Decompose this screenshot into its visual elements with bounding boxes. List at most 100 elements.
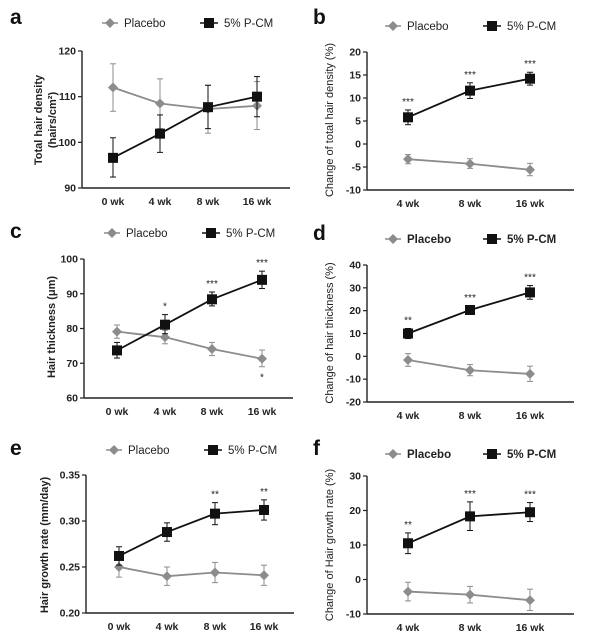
x-tick-label: 16 wk — [243, 196, 272, 208]
legend-label-pcm: 5% P-CM — [507, 21, 556, 33]
data-point — [162, 571, 172, 582]
significance-marker: *** — [524, 490, 536, 501]
legend-pcm-marker — [487, 234, 497, 244]
legend-pcm-marker — [206, 228, 216, 238]
legend: Placebo 5% P-CM — [385, 21, 556, 33]
x-tick-label: 4 wk — [156, 621, 179, 633]
series-placebo — [108, 63, 262, 134]
significance-marker: *** — [464, 70, 476, 81]
data-point — [465, 85, 475, 96]
series-placebo — [403, 154, 535, 177]
data-point — [155, 98, 165, 109]
y-tick-label: 0.30 — [60, 516, 81, 528]
data-point — [257, 274, 267, 285]
y-axis-title: Hair thickness (μm) — [46, 276, 58, 378]
data-point — [252, 91, 262, 102]
data-point — [525, 595, 535, 606]
y-tick-label: 0 — [355, 574, 361, 586]
data-point — [525, 507, 535, 518]
significance-marker: *** — [464, 489, 476, 500]
significance-marker: ** — [404, 520, 412, 531]
x-tick-label: 8 wk — [201, 406, 224, 418]
legend-label-placebo: Placebo — [407, 21, 449, 33]
x-tick-label: 8 wk — [459, 198, 482, 210]
y-tick-label: -10 — [346, 609, 361, 621]
series-line — [116, 279, 263, 352]
data-point — [403, 586, 413, 597]
y-tick-label: 15 — [349, 70, 361, 82]
data-point — [403, 538, 413, 549]
legend-placebo-marker — [105, 18, 115, 28]
panel-letter: c — [10, 220, 22, 243]
significance-marker: *** — [206, 279, 218, 290]
series-line — [118, 509, 265, 557]
significance-marker: *** — [524, 59, 536, 70]
y-tick-label: -5 — [352, 162, 361, 174]
legend-label-pcm: 5% P-CM — [507, 449, 556, 461]
y-tick-label: 5 — [355, 116, 361, 128]
series-line — [118, 566, 265, 578]
x-tick-label: 0 wk — [108, 621, 131, 633]
x-tick-label: 16 wk — [516, 198, 545, 210]
y-tick-label: 0.35 — [60, 470, 81, 482]
data-point — [203, 102, 213, 113]
panel-letter: a — [10, 6, 22, 29]
y-tick-label: 40 — [349, 260, 361, 272]
series-line — [112, 86, 258, 110]
series-pcm: ** ** — [114, 487, 269, 566]
y-tick-label: 60 — [66, 393, 78, 405]
y-tick-label: 20 — [349, 505, 361, 517]
x-tick-label: 8 wk — [204, 621, 227, 633]
legend-placebo-marker — [388, 21, 398, 31]
y-tick-label: 30 — [349, 282, 361, 294]
legend-label-placebo: Placebo — [407, 234, 451, 246]
data-point — [108, 82, 118, 93]
series-line — [116, 330, 263, 360]
significance-marker: *** — [464, 293, 476, 304]
panel-c: c Placebo 5% P-CM 60 70 80 90 100 0 wk 4 wk 8 wk 16… — [10, 220, 293, 418]
series-placebo — [403, 581, 535, 612]
y-tick-label: 0.20 — [60, 608, 81, 620]
legend-label-placebo: Placebo — [126, 228, 168, 240]
data-point — [210, 567, 220, 578]
significance-marker: ** — [211, 490, 219, 501]
significance-marker: ** — [260, 487, 268, 498]
y-axis-title: (hairs/cm²) — [47, 92, 59, 149]
data-point — [210, 508, 220, 519]
series-pcm: ******** — [403, 273, 536, 340]
legend-label-pcm: 5% P-CM — [224, 18, 273, 30]
data-point — [162, 527, 172, 538]
x-tick-label: 0 wk — [106, 406, 129, 418]
series-pcm: ******** — [403, 489, 536, 555]
data-point — [114, 550, 124, 561]
y-axis-title: Change of Hair growth rate (%) — [324, 469, 336, 621]
y-tick-label: 90 — [64, 183, 76, 195]
x-tick-label: 8 wk — [459, 622, 482, 634]
legend-label-placebo: Placebo — [128, 445, 170, 457]
data-point — [155, 128, 165, 139]
panel-a: a Placebo 5% P-CM 90 100 110 120 0 wk 4 wk 8 wk 16… — [10, 6, 290, 208]
x-tick-label: 16 wk — [248, 406, 277, 418]
x-tick-label: 0 wk — [102, 196, 125, 208]
y-tick-label: 10 — [349, 328, 361, 340]
data-point — [403, 328, 413, 339]
legend: Placebo 5% P-CM — [106, 445, 277, 457]
y-tick-label: 90 — [66, 288, 78, 300]
legend-placebo-marker — [107, 228, 117, 238]
x-tick-label: 16 wk — [516, 410, 545, 422]
legend-label-pcm: 5% P-CM — [507, 234, 556, 246]
x-tick-label: 4 wk — [397, 198, 420, 210]
data-point — [465, 158, 475, 169]
series-pcm: ******* — [112, 258, 268, 359]
y-tick-label: 30 — [349, 471, 361, 483]
y-axis-title: Change of hair thickness (%) — [324, 262, 336, 403]
y-tick-label: 80 — [66, 323, 78, 335]
panel-b: b Placebo 5% P-CM -10 -5 0 5 10 15 20 4 wk 8 wk 16 w… — [313, 6, 574, 210]
legend-placebo-marker — [388, 449, 398, 459]
data-point — [160, 319, 170, 330]
data-point — [207, 344, 217, 355]
y-tick-label: 10 — [349, 540, 361, 552]
y-tick-label: -20 — [346, 397, 361, 409]
y-tick-label: -10 — [346, 374, 361, 386]
data-point — [525, 287, 535, 298]
